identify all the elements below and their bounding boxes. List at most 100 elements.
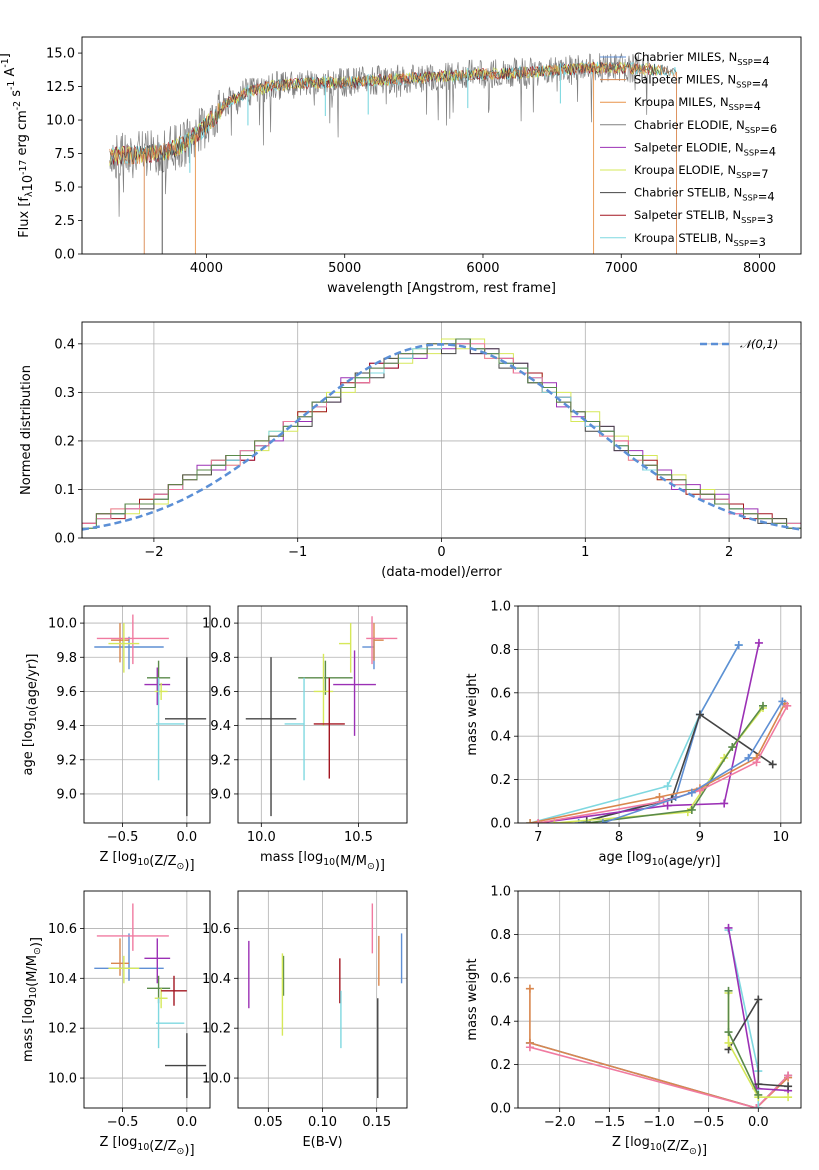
y-tick-label: 2.5 (54, 214, 75, 229)
panel-spectrum: 4000 5000 6000 7000 8000 0.0 2.5 5.0 7.5 10.0 12.5… (0, 36, 802, 296)
weight-marker (754, 1090, 763, 1099)
y-tick-label: 0.2 (490, 773, 511, 788)
weight-marker (720, 799, 729, 808)
x-tick-label: 0.05 (254, 1115, 283, 1130)
legend-label: Kroupa STELIB, NSSP=3 (634, 231, 766, 249)
weight-marker (534, 819, 543, 823)
weight-line (529, 1046, 789, 1108)
legend-label: Kroupa MILES, NSSP=4 (634, 95, 761, 113)
x-tick-label: 0.15 (362, 1115, 391, 1130)
x-tick-label: 5000 (328, 261, 361, 276)
weight-marker (778, 697, 787, 706)
legend-label: Salpeter MILES, NSSP=4 (634, 73, 769, 91)
plot-area (245, 616, 398, 817)
y-tick-label: 9.8 (56, 651, 77, 666)
y-tick-label: 10.2 (202, 1022, 231, 1037)
weight-marker (525, 984, 534, 993)
x-tick-label: 10.0 (247, 830, 276, 845)
legend-label: Chabrier STELIB, NSSP=4 (634, 186, 775, 204)
y-tick-label: 0.4 (490, 730, 511, 745)
y-tick-label: 10.0 (202, 1072, 231, 1087)
weight-marker (724, 986, 733, 995)
spectrum-line (109, 61, 677, 165)
weight-marker (754, 995, 763, 1004)
x-axis-label: (data-model)/error (381, 565, 502, 580)
y-tick-label: 10.4 (48, 972, 77, 987)
y-tick-label: 0.6 (490, 686, 511, 701)
weight-marker (783, 701, 792, 710)
plot-area (94, 614, 207, 817)
y-tick-label: 9.6 (56, 685, 77, 700)
y-tick-label: 9.8 (210, 651, 231, 666)
x-tick-label: 8 (615, 830, 623, 845)
weight-line (586, 713, 774, 822)
y-axis-label: mass [log10(M/M⊙)] (21, 937, 44, 1062)
y-axis-label: Flux [fλ10-17 erg cm-2 s-1 A-1] (0, 53, 36, 238)
weight-marker (744, 753, 753, 762)
panel-weight-vs-Z: −2.0 −1.5 −1.0 −0.5 0.0 0.0 0.2 0.4 0.6 0.8 1.0 Z [… (465, 885, 802, 1158)
x-tick-label: 6000 (466, 261, 499, 276)
axes-frame (81, 321, 802, 539)
y-tick-label: 0.2 (54, 434, 75, 449)
x-tick-label: 0.10 (308, 1115, 337, 1130)
histogram-series (82, 338, 801, 538)
y-tick-label: 9.6 (210, 685, 231, 700)
x-tick-label: 7 (534, 830, 542, 845)
y-axis-label: mass weight (465, 673, 480, 755)
weight-marker (687, 788, 696, 797)
y-tick-label: 9.4 (210, 719, 231, 734)
weight-marker (598, 819, 607, 823)
y-tick-label: 10.6 (48, 922, 77, 937)
weight-marker (752, 758, 761, 767)
weight-marker (768, 760, 777, 769)
y-tick-label: 10.0 (202, 617, 231, 632)
axes-frame (237, 890, 408, 1109)
y-tick-label: 15.0 (46, 47, 75, 62)
x-tick-label: 2 (725, 545, 733, 560)
y-tick-label: 0.4 (490, 1015, 511, 1030)
y-tick-label: 0.8 (490, 643, 511, 658)
panel-weight-vs-age: 7 8 9 10 0.0 0.2 0.4 0.6 0.8 1.0 age [log10(age/yr… (465, 600, 802, 869)
plot-area (248, 903, 403, 1099)
y-tick-label: 10.0 (46, 114, 75, 129)
weight-marker (687, 805, 696, 814)
panel-mass-vs-Z: −0.5 0.0 10.0 10.2 10.4 10.6 Z [log10(Z/Z⊙)] ma… (21, 890, 211, 1158)
x-tick-label: 0.0 (177, 830, 198, 845)
y-tick-label: 0.2 (490, 1058, 511, 1073)
y-tick-label: 0.0 (490, 1102, 511, 1117)
x-tick-label: −0.5 (107, 1115, 139, 1130)
y-tick-label: 10.2 (48, 1022, 77, 1037)
x-tick-label: 9 (696, 830, 704, 845)
plot-area (82, 338, 801, 538)
normal-curve (82, 343, 801, 531)
x-tick-label: −0.5 (107, 830, 139, 845)
y-tick-label: 0.8 (490, 928, 511, 943)
weight-marker (752, 1104, 761, 1108)
x-tick-label: 4000 (190, 261, 223, 276)
weight-marker (663, 782, 672, 791)
y-tick-label: 9.0 (56, 787, 77, 802)
legend-label: Kroupa ELODIE, NSSP=7 (634, 163, 769, 181)
x-tick-label: −2.0 (544, 1115, 576, 1130)
x-tick-label: 10 (773, 830, 790, 845)
x-tick-label: 0.0 (177, 1115, 198, 1130)
y-tick-label: 1.0 (490, 600, 511, 615)
x-axis-label: age [log10(age/yr)] (599, 850, 721, 869)
y-tick-label: 9.2 (56, 753, 77, 768)
weight-marker (754, 638, 763, 647)
x-tick-label: −2 (144, 545, 163, 560)
weight-marker (724, 923, 733, 932)
panel-age-vs-Z: −0.5 0.0 9.0 9.2 9.4 9.6 9.8 10.0 Z [log10(Z/Z⊙)… (21, 605, 211, 873)
weight-marker (695, 710, 704, 719)
x-tick-label: 0 (437, 545, 445, 560)
y-tick-label: 9.0 (210, 787, 231, 802)
weight-marker (754, 1104, 763, 1108)
y-tick-label: 10.4 (202, 972, 231, 987)
panel-residuals: −2 −1 0 1 2 0.0 0.1 0.2 0.3 0.4 (data-model)/error… (19, 321, 802, 580)
legend-label: 𝒩(0,1) (740, 337, 778, 351)
y-tick-label: 10.0 (48, 617, 77, 632)
y-tick-label: 0.6 (490, 971, 511, 986)
x-axis-label: wavelength [Angstrom, rest frame] (327, 281, 556, 296)
x-axis-label: mass [log10(M/M⊙)] (260, 850, 385, 873)
